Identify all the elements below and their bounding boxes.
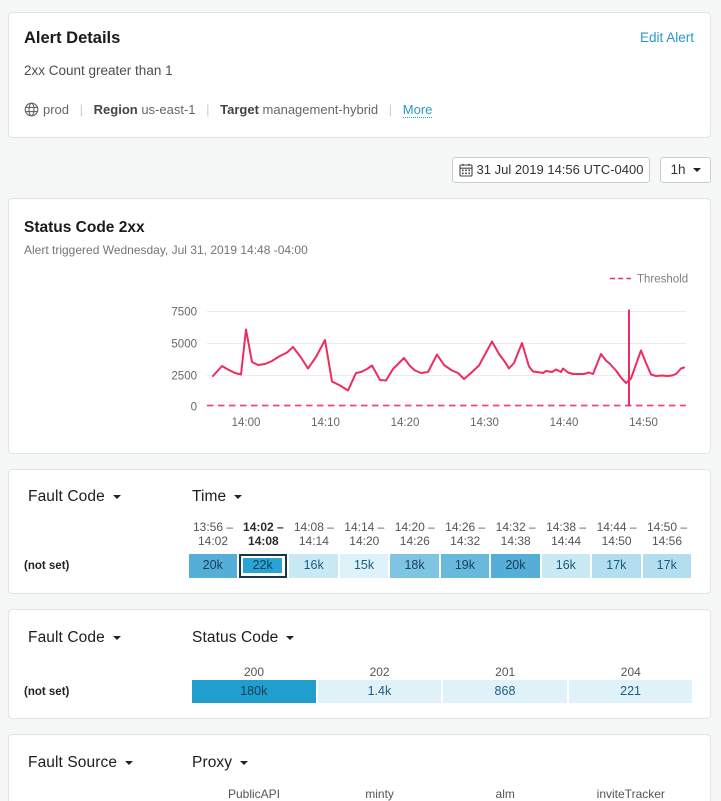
svg-text:14:50: 14:50 xyxy=(629,417,658,429)
svg-text:2500: 2500 xyxy=(171,371,197,383)
svg-text:7500: 7500 xyxy=(171,307,197,319)
svg-text:14:20: 14:20 xyxy=(391,417,420,429)
svg-text:5000: 5000 xyxy=(171,339,197,351)
svg-text:0: 0 xyxy=(191,402,197,414)
svg-text:14:30: 14:30 xyxy=(470,417,499,429)
svg-text:Threshold: Threshold xyxy=(637,274,688,286)
svg-text:14:10: 14:10 xyxy=(311,417,340,429)
svg-text:14:00: 14:00 xyxy=(232,417,261,429)
svg-text:14:40: 14:40 xyxy=(550,417,579,429)
